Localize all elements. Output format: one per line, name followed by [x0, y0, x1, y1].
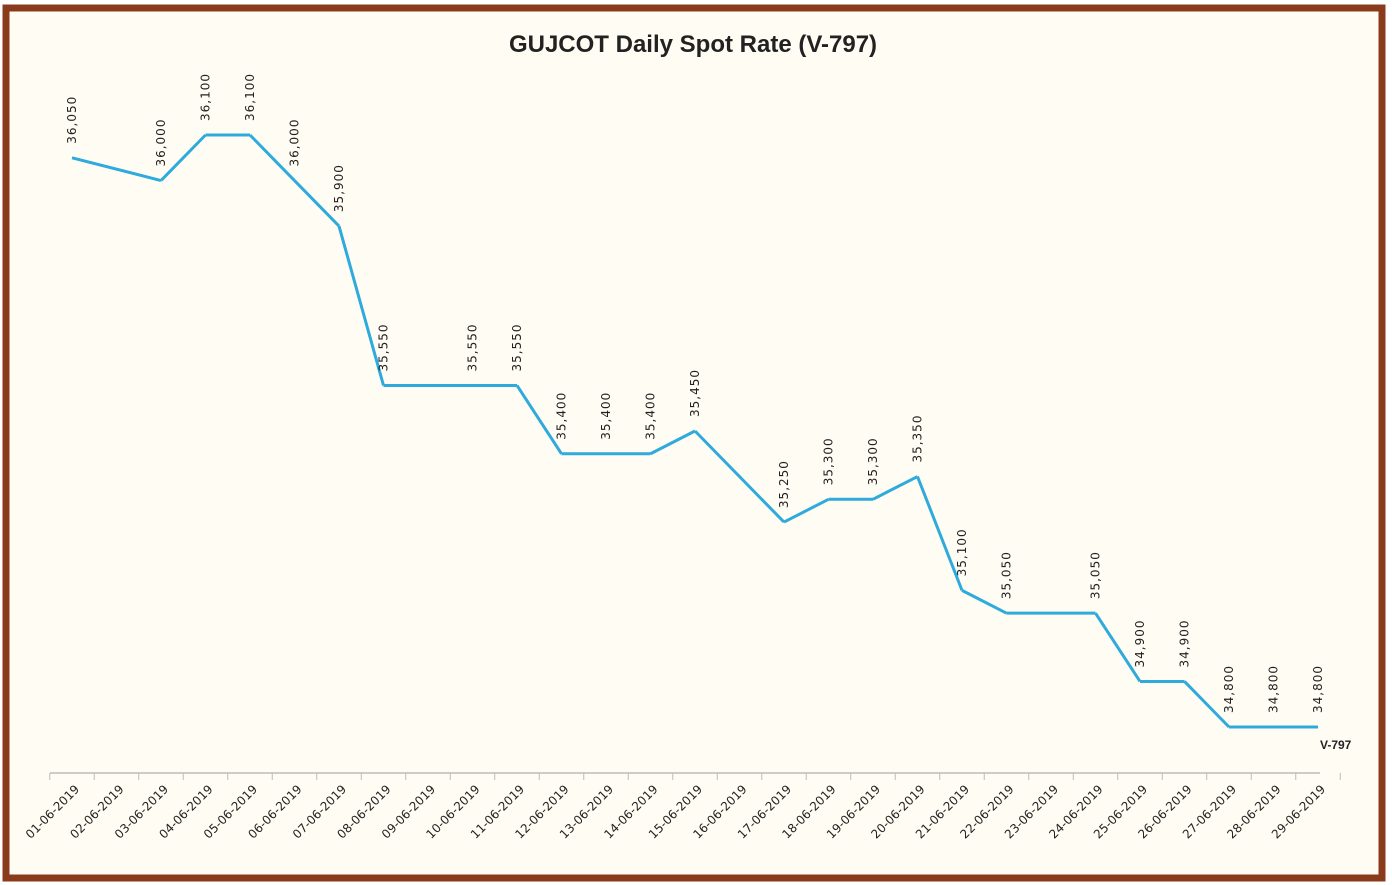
data-label: 35,550 — [466, 323, 480, 371]
line-segment — [1183, 680, 1231, 729]
line-segment — [293, 179, 341, 228]
line-segment — [693, 429, 786, 524]
data-label: 35,450 — [688, 369, 702, 417]
line-segment — [1094, 612, 1142, 683]
data-label: 34,900 — [1133, 619, 1147, 667]
data-label: 35,900 — [332, 164, 346, 212]
data-label: 35,100 — [955, 528, 969, 576]
data-label: 35,400 — [599, 392, 613, 440]
data-label: 35,050 — [1000, 551, 1014, 599]
data-label: 35,250 — [777, 460, 791, 508]
data-label: 35,350 — [911, 415, 925, 463]
data-label: 36,050 — [65, 96, 79, 144]
line-segment — [916, 475, 964, 591]
series-label: V-797 — [1320, 738, 1352, 752]
data-label: 35,300 — [866, 437, 880, 485]
data-label: 35,550 — [377, 323, 391, 371]
line-segment — [337, 225, 385, 386]
line-segment — [783, 497, 830, 524]
line-segment — [515, 384, 563, 455]
data-label: 36,100 — [199, 73, 213, 121]
data-label: 36,100 — [243, 73, 257, 121]
data-label: 36,000 — [154, 119, 168, 167]
data-label: 34,800 — [1311, 665, 1325, 713]
line-segment — [961, 589, 1008, 615]
line-segment — [872, 475, 919, 501]
data-label: 36,000 — [288, 119, 302, 167]
frame — [2, 4, 1386, 882]
data-label: 35,300 — [822, 437, 836, 485]
data-label: 34,800 — [1222, 665, 1236, 713]
chart-title: GUJCOT Daily Spot Rate (V-797) — [509, 31, 877, 58]
line-segment — [649, 429, 696, 456]
data-label: 34,800 — [1267, 665, 1281, 713]
data-label: 35,550 — [510, 323, 524, 371]
data-label: 35,400 — [555, 392, 569, 440]
data-label: 35,400 — [644, 392, 658, 440]
data-label: 35,050 — [1089, 551, 1103, 599]
data-label: 34,900 — [1178, 619, 1192, 667]
line-segment — [71, 156, 162, 182]
line-segment — [159, 133, 207, 182]
line-segment — [248, 133, 296, 182]
